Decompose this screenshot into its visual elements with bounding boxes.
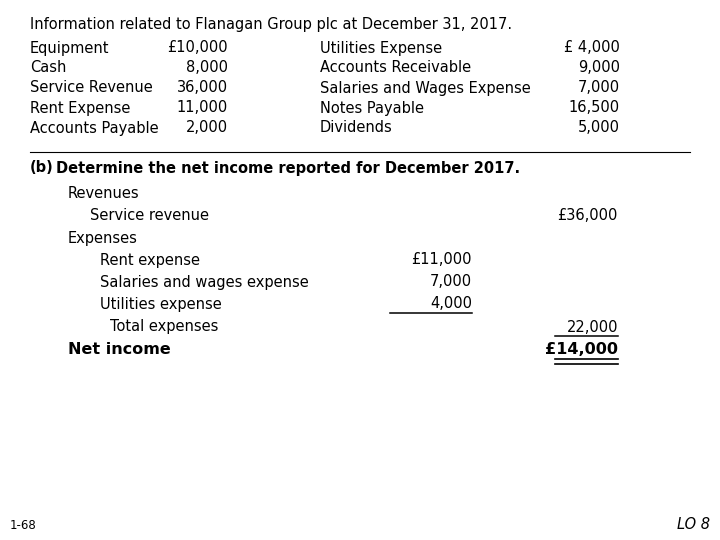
Text: 2,000: 2,000 xyxy=(186,120,228,136)
Text: £14,000: £14,000 xyxy=(545,342,618,357)
Text: 11,000: 11,000 xyxy=(176,100,228,116)
Text: Determine the net income reported for December 2017.: Determine the net income reported for De… xyxy=(56,160,520,176)
Text: Service revenue: Service revenue xyxy=(90,208,209,224)
Text: Equipment: Equipment xyxy=(30,40,109,56)
Text: 5,000: 5,000 xyxy=(578,120,620,136)
Text: Notes Payable: Notes Payable xyxy=(320,100,424,116)
Text: Accounts Payable: Accounts Payable xyxy=(30,120,158,136)
Text: Utilities Expense: Utilities Expense xyxy=(320,40,442,56)
Text: Rent Expense: Rent Expense xyxy=(30,100,130,116)
Text: 16,500: 16,500 xyxy=(569,100,620,116)
Text: Accounts Receivable: Accounts Receivable xyxy=(320,60,471,76)
Text: Rent expense: Rent expense xyxy=(100,253,200,267)
Text: £36,000: £36,000 xyxy=(557,208,618,224)
Text: 8,000: 8,000 xyxy=(186,60,228,76)
Text: Revenues: Revenues xyxy=(68,186,140,201)
Text: £10,000: £10,000 xyxy=(167,40,228,56)
Text: (b): (b) xyxy=(30,160,54,176)
Text: Cash: Cash xyxy=(30,60,66,76)
Text: LO 8: LO 8 xyxy=(677,517,710,532)
Text: 7,000: 7,000 xyxy=(430,274,472,289)
Text: Information related to Flanagan Group plc at December 31, 2017.: Information related to Flanagan Group pl… xyxy=(30,17,512,31)
Text: Salaries and wages expense: Salaries and wages expense xyxy=(100,274,309,289)
Text: £ 4,000: £ 4,000 xyxy=(564,40,620,56)
Text: Service Revenue: Service Revenue xyxy=(30,80,153,96)
Text: Total expenses: Total expenses xyxy=(110,320,218,334)
Text: 22,000: 22,000 xyxy=(567,320,618,334)
Text: 7,000: 7,000 xyxy=(578,80,620,96)
Text: £11,000: £11,000 xyxy=(412,253,472,267)
Text: 1-68: 1-68 xyxy=(10,519,37,532)
Text: Expenses: Expenses xyxy=(68,231,138,246)
Text: Dividends: Dividends xyxy=(320,120,392,136)
Text: 9,000: 9,000 xyxy=(578,60,620,76)
Text: 36,000: 36,000 xyxy=(177,80,228,96)
Text: Net income: Net income xyxy=(68,342,171,357)
Text: Salaries and Wages Expense: Salaries and Wages Expense xyxy=(320,80,531,96)
Text: 4,000: 4,000 xyxy=(430,296,472,312)
Text: Utilities expense: Utilities expense xyxy=(100,296,222,312)
